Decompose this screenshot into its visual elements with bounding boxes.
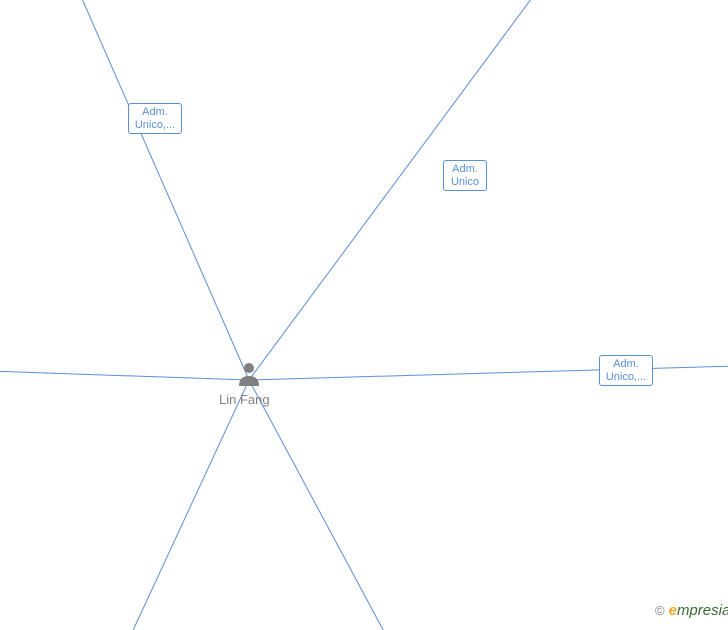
watermark: © empresia (655, 602, 728, 619)
edge (0, 370, 249, 380)
network-diagram: Lin Fang Adm. Unico,... Adm. Unico Adm. Un… (0, 0, 728, 630)
brand-name: empresia (669, 602, 728, 619)
edge (249, 365, 728, 380)
center-node-label: Lin Fang (219, 392, 270, 407)
person-icon (239, 362, 259, 391)
edge-label[interactable]: Adm. Unico,... (128, 103, 182, 134)
edge (65, 0, 249, 380)
edge (249, 380, 410, 630)
copyright-symbol: © (655, 603, 665, 618)
edges-layer (0, 0, 728, 630)
edge (110, 380, 249, 630)
edge-label[interactable]: Adm. Unico,... (599, 355, 653, 386)
edge-label[interactable]: Adm. Unico (443, 160, 487, 191)
edge (249, 0, 560, 380)
